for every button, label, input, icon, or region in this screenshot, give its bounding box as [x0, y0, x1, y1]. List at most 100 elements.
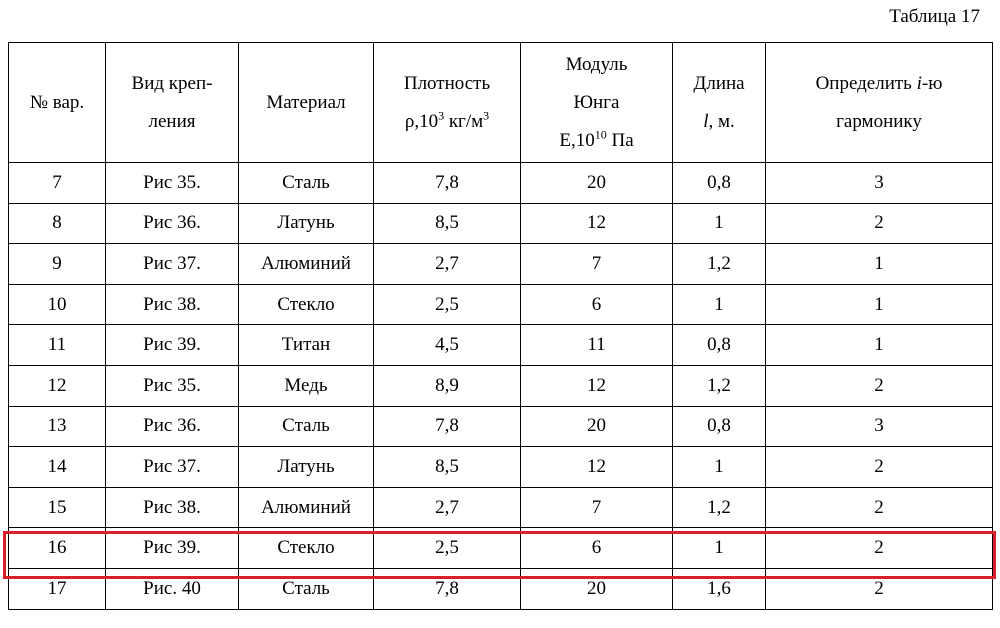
header-sup: 10: [594, 127, 607, 142]
table-cell: 7,8: [373, 162, 521, 204]
header-text: Длина: [693, 72, 745, 94]
table-cell: 1,2: [672, 486, 766, 529]
table-caption: Таблица 17: [889, 6, 980, 27]
table-cell: 2: [765, 446, 993, 488]
table-row: 11 Рис 39. Титан 4,5 11 0,8 1: [8, 324, 993, 366]
header-text: Па: [606, 129, 634, 151]
header-text: , м.: [708, 110, 735, 132]
header-text: Юнга: [573, 91, 620, 113]
table-cell: 7,8: [373, 405, 521, 448]
table-cell: Латунь: [238, 446, 374, 488]
table-cell: 1: [672, 446, 766, 488]
table-cell: Сталь: [238, 162, 374, 204]
table-cell: 1: [765, 324, 993, 366]
table-cell: 20: [520, 567, 673, 610]
table-row: 14 Рис 37. Латунь 8,5 12 1 2: [8, 446, 993, 488]
table-cell: 2,5: [373, 283, 521, 326]
table-cell: 2: [765, 202, 993, 245]
table-cell: 8,5: [373, 202, 521, 245]
table-cell: 1,2: [672, 243, 766, 285]
table-cell: Стекло: [238, 283, 374, 326]
table-row: 16 Рис 39. Стекло 2,5 6 1 2: [8, 527, 993, 569]
table-cell: Рис 38.: [105, 486, 239, 529]
header-text: Вид креп-: [131, 72, 213, 94]
table-cell: 20: [520, 162, 673, 204]
table-cell: Стекло: [238, 527, 374, 569]
header-text: гармонику: [836, 110, 922, 132]
table-cell: Рис 37.: [105, 446, 239, 488]
table-row: 7 Рис 35. Сталь 7,8 20 0,8 3: [8, 162, 993, 204]
table-cell: 7: [8, 162, 106, 204]
table-cell: 12: [8, 364, 106, 407]
header-text: кг/м: [444, 110, 484, 132]
table-cell: 8,5: [373, 446, 521, 488]
table-row: 17 Рис. 40 Сталь 7,8 20 1,6 2: [8, 567, 993, 610]
header-text: № вар.: [29, 91, 85, 113]
table-cell: 1: [672, 202, 766, 245]
header-cell: Вид креп-ления: [105, 42, 239, 163]
header-text: ρ,10: [404, 110, 439, 132]
table-cell: 7: [520, 486, 673, 529]
highlight-box: [3, 531, 996, 579]
header-cell: Длина l, м.: [672, 42, 766, 163]
header-cell: № вар.: [8, 42, 106, 163]
table-row: 8 Рис 36. Латунь 8,5 12 1 2: [8, 202, 993, 245]
table-cell: 0,8: [672, 162, 766, 204]
header-text: -ю: [921, 72, 943, 94]
table-cell: 0,8: [672, 405, 766, 448]
table-cell: 8: [8, 202, 106, 245]
table-cell: 12: [520, 446, 673, 488]
table-cell: 11: [8, 324, 106, 366]
table-cell: Рис 36.: [105, 202, 239, 245]
table-cell: Медь: [238, 364, 374, 407]
table-cell: 0,8: [672, 324, 766, 366]
header-italic: l: [703, 110, 709, 132]
table-cell: Рис 39.: [105, 324, 239, 366]
table-cell: Сталь: [238, 405, 374, 448]
table-cell: Алюминий: [238, 486, 374, 529]
table-row: 10 Рис 38. Стекло 2,5 6 1 1: [8, 283, 993, 326]
table-cell: 2: [765, 486, 993, 529]
table-cell: Титан: [238, 324, 374, 366]
table-cell: Рис 38.: [105, 283, 239, 326]
table-cell: Сталь: [238, 567, 374, 610]
table-cell: 6: [520, 283, 673, 326]
table-cell: 9: [8, 243, 106, 285]
table-cell: 13: [8, 405, 106, 448]
table-cell: 1,2: [672, 364, 766, 407]
header-cell: Плотность ρ,103 кг/м3: [373, 42, 521, 163]
table-row: 9 Рис 37. Алюминий 2,7 7 1,2 1: [8, 243, 993, 285]
table-cell: 20: [520, 405, 673, 448]
table-cell: Алюминий: [238, 243, 374, 285]
table-cell: 1,6: [672, 567, 766, 610]
table-cell: 1: [672, 283, 766, 326]
header-italic: i: [916, 72, 922, 94]
table-cell: 1: [672, 527, 766, 569]
table-row: 15 Рис 38. Алюминий 2,7 7 1,2 2: [8, 486, 993, 529]
table-cell: 7: [520, 243, 673, 285]
header-text: Е,10: [559, 129, 595, 151]
table-cell: 7,8: [373, 567, 521, 610]
header-cell: Модуль Юнга Е,1010 Па: [520, 42, 673, 163]
table-cell: Рис 36.: [105, 405, 239, 448]
table-cell: Рис. 40: [105, 567, 239, 610]
header-text: Модуль: [565, 53, 628, 75]
table-cell: 3: [765, 162, 993, 204]
table-cell: 11: [520, 324, 673, 366]
data-table: № вар. Вид креп-ления Материал Плотность…: [8, 42, 993, 610]
header-cell: Определить i-ю гармонику: [765, 42, 993, 163]
table-cell: Рис 35.: [105, 364, 239, 407]
table-header: № вар. Вид креп-ления Материал Плотность…: [8, 42, 993, 163]
table-body: 7 Рис 35. Сталь 7,8 20 0,8 3 8 Рис 36. Латунь 8,5 1…: [8, 162, 993, 610]
header-text: Плотность: [403, 72, 491, 94]
header-text: ления: [148, 110, 196, 132]
table-cell: 2,7: [373, 486, 521, 529]
table-cell: Латунь: [238, 202, 374, 245]
header-sup: 3: [438, 108, 445, 123]
table-cell: 2,7: [373, 243, 521, 285]
table-cell: 2: [765, 567, 993, 610]
table-cell: 8,9: [373, 364, 521, 407]
table-cell: 4,5: [373, 324, 521, 366]
table-cell: 15: [8, 486, 106, 529]
